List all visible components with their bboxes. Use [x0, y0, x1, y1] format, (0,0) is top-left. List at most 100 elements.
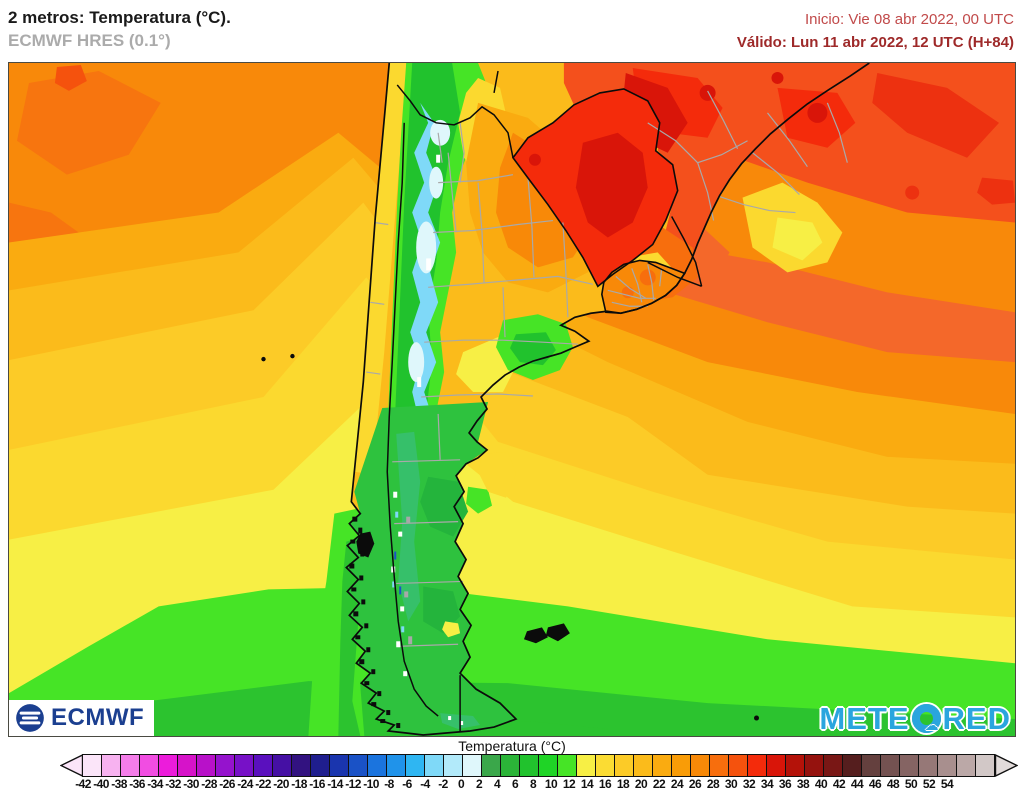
- header-right: Inicio: Vie 08 abr 2022, 00 UTC Válido: …: [737, 9, 1014, 53]
- colorbar-cell: [82, 754, 102, 777]
- uruguay-fill: [601, 260, 685, 314]
- colorbar-tick-label: -36: [129, 777, 145, 791]
- colorbar-cell: [823, 754, 843, 777]
- colorbar-cell: [139, 754, 159, 777]
- colorbar-cell: [310, 754, 330, 777]
- meteored-logo-post: RED: [942, 701, 1011, 736]
- colorbar-tick-label: -42: [75, 777, 91, 791]
- colorbar-tick-label: -22: [255, 777, 271, 791]
- colorbar-cell: [975, 754, 995, 777]
- right-arrow-shape: [995, 754, 1018, 777]
- colorbar-tick-label: -10: [363, 777, 379, 791]
- map-canvas: ECMWF METE ☁ RED: [8, 62, 1016, 737]
- colorbar-cell: [272, 754, 292, 777]
- islands-layer: [261, 353, 760, 729]
- colorbar-tick-label: -38: [111, 777, 127, 791]
- colorbar-cell: [918, 754, 938, 777]
- header: 2 metros: Temperatura (°C). ECMWF HRES (…: [0, 0, 1024, 62]
- colorbar-tick-label: -32: [165, 777, 181, 791]
- colorbar-tick-label: -20: [273, 777, 289, 791]
- colorbar-cell: [291, 754, 311, 777]
- header-left: 2 metros: Temperatura (°C). ECMWF HRES (…: [8, 7, 231, 52]
- border-north: [396, 84, 514, 158]
- colorbar-cell: [861, 754, 881, 777]
- colorbar-cell: [386, 754, 406, 777]
- colorbar-tick-label: -30: [183, 777, 199, 791]
- colorbar-cell: [633, 754, 653, 777]
- colorbar-cell: [557, 754, 577, 777]
- chiloe-island: [356, 531, 375, 558]
- colorbar-tick-label: 26: [688, 777, 702, 791]
- colorbar-cell: [880, 754, 900, 777]
- colorbar-tick-label: 10: [544, 777, 558, 791]
- colorbar-cell: [766, 754, 786, 777]
- colorbar-tick-label: -8: [384, 777, 394, 791]
- colorbar-cell: [120, 754, 140, 777]
- ecmwf-logo-text: ECMWF: [51, 704, 145, 731]
- colorbar-tick-label: 38: [796, 777, 810, 791]
- border-paraguay: [512, 88, 679, 288]
- colorbar-tick-label: 0: [457, 777, 465, 791]
- colorbar-tick-label: 36: [778, 777, 792, 791]
- cloud-icon: ☁: [924, 717, 940, 733]
- ecmwf-logo: ECMWF: [9, 700, 155, 736]
- falkland-west: [523, 627, 548, 644]
- colorbar-left-arrow: [60, 754, 83, 777]
- colorbar-cell: [462, 754, 482, 777]
- colorbar-cell: [538, 754, 558, 777]
- colorbar-tick-label: 30: [724, 777, 738, 791]
- colorbar-tick-label: 8: [529, 777, 537, 791]
- colorbar-cell: [709, 754, 729, 777]
- colorbar-tick-label: -16: [309, 777, 325, 791]
- border-uruguay: [601, 259, 686, 315]
- colorbar-tick-label: 48: [886, 777, 900, 791]
- model-subtitle: ECMWF HRES (0.1°): [8, 30, 171, 50]
- colorbar-tick-label: -2: [438, 777, 448, 791]
- colorbar-cell: [747, 754, 767, 777]
- colorbar-cell: [804, 754, 824, 777]
- falkland-east: [545, 623, 570, 642]
- valid-time-label: Válido: Lun 11 abr 2022, 12 UTC (H+84): [736, 33, 1014, 51]
- meteored-o-icon: ☁: [911, 704, 941, 733]
- colorbar-cell: [158, 754, 178, 777]
- colorbar-tick-label: 20: [634, 777, 648, 791]
- colorbar-cells: [82, 754, 995, 777]
- colorbar-tick-label: -28: [201, 777, 217, 791]
- colorbar-tick-label: 12: [562, 777, 576, 791]
- colorbar-tick-label: -14: [327, 777, 343, 791]
- border-misiones: [647, 216, 703, 288]
- colorbar-tick-label: 32: [742, 777, 756, 791]
- colorbar-cell: [785, 754, 805, 777]
- colorbar-tick-label: 28: [706, 777, 720, 791]
- country-borders-layer: [345, 63, 870, 736]
- colorbar-tick-label: 50: [904, 777, 918, 791]
- meteored-logo-pre: METE: [819, 701, 910, 736]
- colorbar-cell: [595, 754, 615, 777]
- colorbar-cell: [177, 754, 197, 777]
- colorbar-tick-label: -12: [345, 777, 361, 791]
- colorbar-cell: [937, 754, 957, 777]
- juan-fernandez-2: [290, 353, 295, 359]
- colorbar-footer: Temperatura (°C) -42 -40 -38 -36 -34 -32 -30 -2…: [0, 737, 1024, 798]
- ecmwf-logo-icon: [16, 704, 44, 732]
- colorbar-title: Temperatura (°C): [458, 738, 566, 754]
- colorbar-tick-label: 42: [832, 777, 846, 791]
- colorbar-cell: [728, 754, 748, 777]
- colorbar-right-arrow: [995, 754, 1018, 777]
- colorbar-tick-label: 52: [922, 777, 936, 791]
- colorbar-cell: [348, 754, 368, 777]
- colorbar-tick-label: -4: [420, 777, 430, 791]
- colorbar-tick-label: 2: [475, 777, 483, 791]
- colorbar-cell: [424, 754, 444, 777]
- juan-fernandez-1: [261, 356, 266, 362]
- colorbar-cell: [614, 754, 634, 777]
- colorbar-cell: [196, 754, 216, 777]
- colorbar-cell: [481, 754, 501, 777]
- colorbar-cell: [367, 754, 387, 777]
- colorbar-cell: [405, 754, 425, 777]
- small-island: [754, 715, 760, 721]
- colorbar-tick-label: 14: [580, 777, 594, 791]
- colorbar-cell: [443, 754, 463, 777]
- colorbar-tick-label: 18: [616, 777, 630, 791]
